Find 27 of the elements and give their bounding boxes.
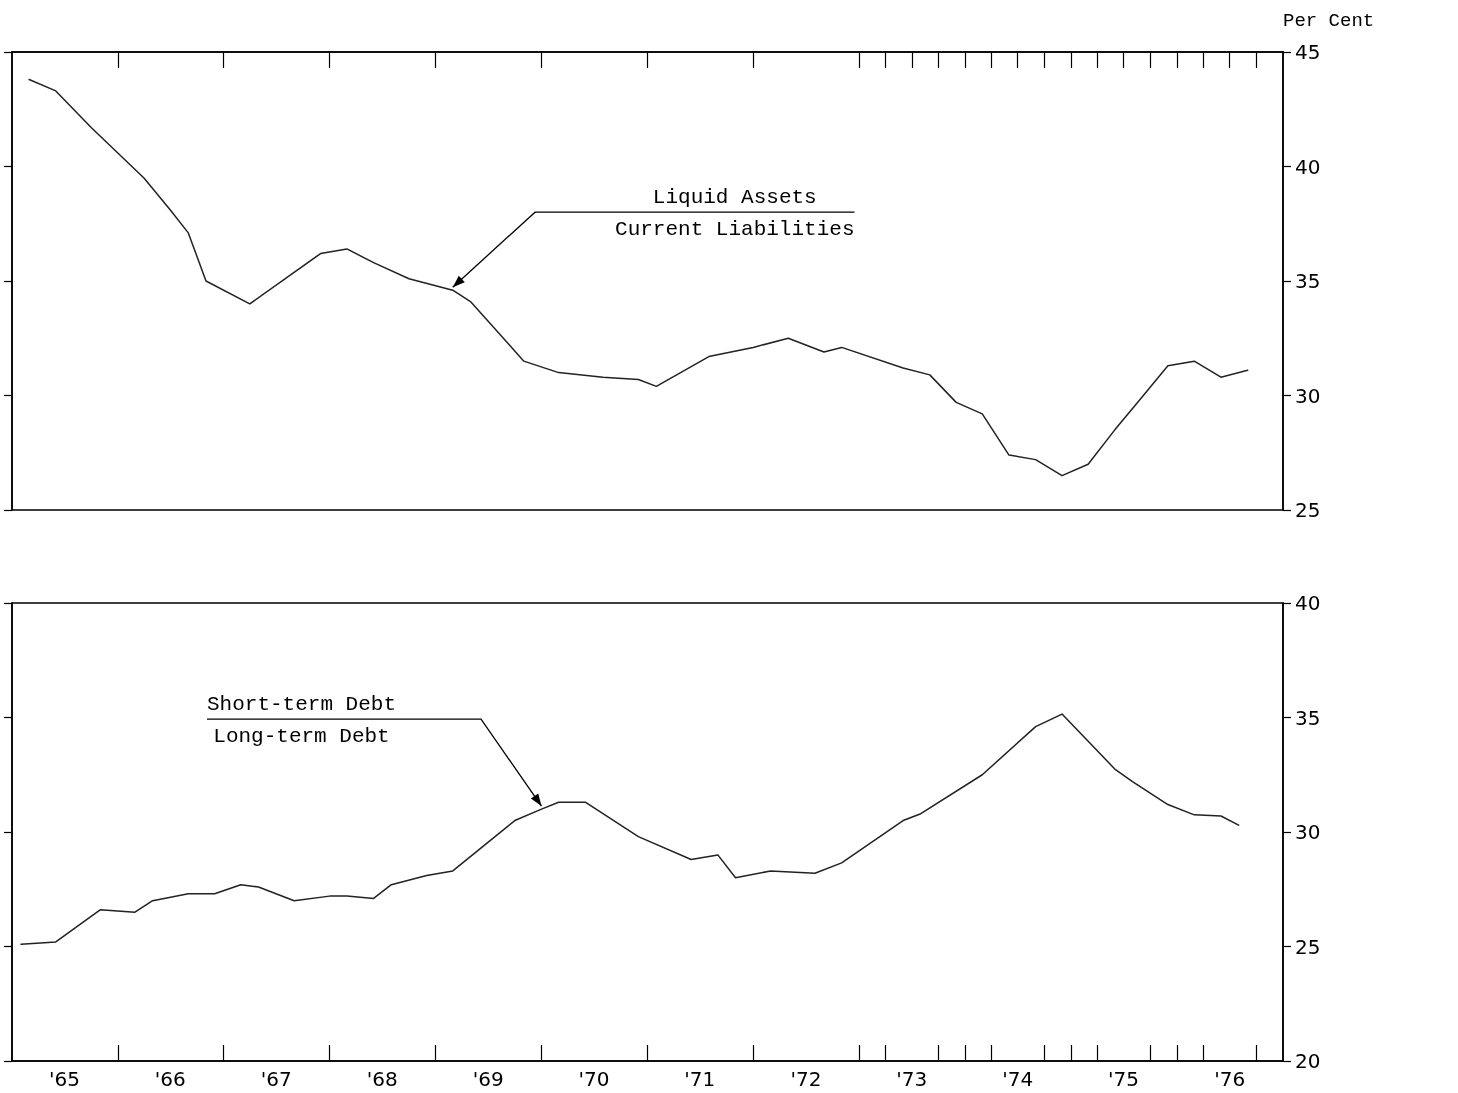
x-tick-label: '70: [578, 1067, 610, 1091]
y-tick-label: 35: [1295, 269, 1321, 293]
y-tick-label: 40: [1295, 154, 1321, 179]
x-tick-label: '67: [260, 1067, 292, 1091]
x-tick-label: '73: [896, 1067, 928, 1091]
y-axis-title: Per Cent: [1283, 9, 1375, 32]
x-tick-label: '66: [154, 1067, 186, 1091]
y-tick-label: 20: [1295, 1049, 1321, 1073]
annotation: Short-term Debt Long-term Debt: [207, 693, 397, 749]
x-tick-label: '71: [684, 1067, 716, 1091]
x-tick-label: '75: [1108, 1067, 1139, 1091]
annotation: Liquid Assets Current Liabilities: [615, 186, 855, 242]
x-tick-label: '72: [790, 1067, 822, 1091]
line-series: [20, 713, 1240, 945]
y-tick-label: 25: [1295, 934, 1321, 959]
x-tick-label: '74: [1002, 1067, 1034, 1091]
y-tick-label: 40: [1295, 591, 1321, 615]
x-tick-label: '76: [1214, 1067, 1246, 1091]
y-tick-label: 30: [1295, 383, 1321, 408]
y-tick-label: 25: [1295, 498, 1321, 522]
x-tick-label: '65: [49, 1067, 80, 1091]
line-series: [28, 78, 1249, 477]
y-tick-label: 35: [1295, 705, 1321, 730]
x-tick-label: '68: [366, 1067, 398, 1091]
x-tick-label: '69: [472, 1067, 504, 1091]
y-tick-label: 30: [1295, 820, 1321, 844]
y-tick-label: 45: [1295, 40, 1321, 64]
